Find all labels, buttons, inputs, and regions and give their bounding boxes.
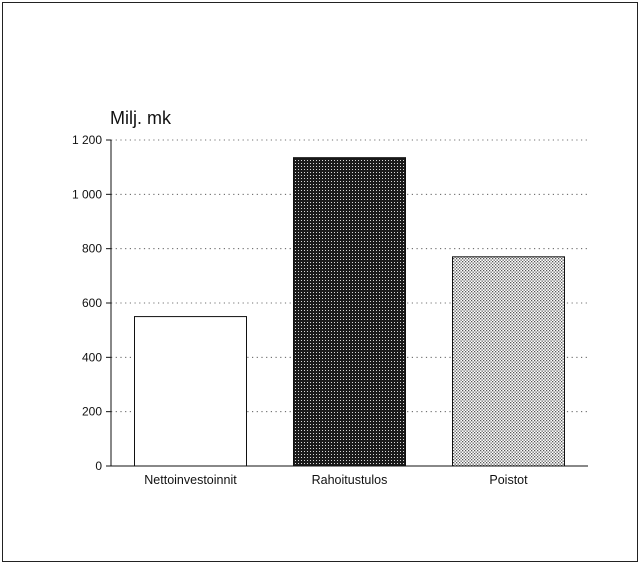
y-tick-label: 600 bbox=[82, 296, 102, 310]
bar-poistot bbox=[452, 256, 565, 467]
x-category-label: Nettoinvestoinnit bbox=[144, 473, 237, 487]
bars bbox=[134, 157, 565, 467]
bar-nettoinvestoinnit bbox=[134, 316, 247, 467]
y-axis-ticks: 0 200 400 600 800 1 000 1 200 bbox=[72, 133, 111, 473]
y-tick-label: 1 000 bbox=[72, 187, 102, 201]
y-tick-label: 0 bbox=[95, 459, 102, 473]
y-unit-label: Milj. mk bbox=[110, 108, 172, 128]
bar-rahoitustulos bbox=[293, 157, 406, 467]
y-tick-label: 200 bbox=[82, 405, 102, 419]
x-category-label: Rahoitustulos bbox=[312, 473, 388, 487]
x-axis-labels: Nettoinvestoinnit Rahoitustulos Poistot bbox=[144, 473, 528, 487]
y-tick-label: 800 bbox=[82, 242, 102, 256]
y-tick-label: 400 bbox=[82, 350, 102, 364]
y-tick-label: 1 200 bbox=[72, 133, 102, 147]
x-category-label: Poistot bbox=[489, 473, 528, 487]
